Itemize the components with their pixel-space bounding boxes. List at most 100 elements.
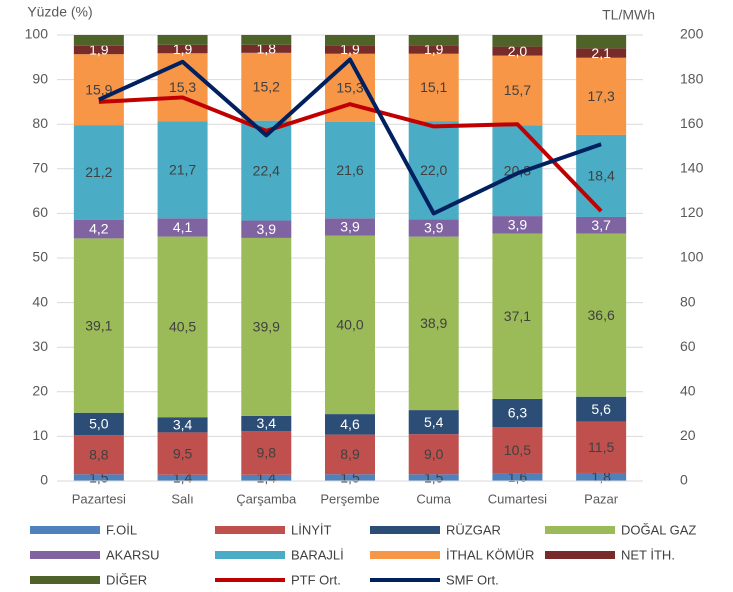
bar-segment — [73, 125, 124, 220]
bar-segment — [408, 35, 459, 46]
data-label: 15,3 — [169, 79, 196, 95]
legend-label: AKARSU — [106, 547, 159, 562]
data-label: 9,8 — [257, 445, 277, 461]
legend-swatch — [215, 526, 285, 534]
line-series — [98, 57, 602, 216]
bar-segment — [241, 237, 292, 416]
bar-segment — [73, 45, 124, 55]
bar-segment — [408, 474, 459, 481]
data-label: 17,3 — [588, 88, 615, 104]
y-tick-label: 20 — [32, 383, 48, 399]
y2-axis-title: TL/MWh — [602, 7, 655, 23]
y2-tick-label: 40 — [680, 383, 696, 399]
bar-segment — [73, 219, 124, 239]
x-tick-label: Pazartesi — [72, 491, 126, 506]
data-label: 3,9 — [424, 220, 444, 236]
data-label: 15,9 — [85, 81, 112, 97]
bar-segment — [73, 238, 124, 413]
data-label: 39,1 — [85, 317, 112, 333]
y-tick-label: 10 — [32, 427, 48, 443]
bar-segment — [325, 474, 375, 481]
bar-segment — [73, 435, 124, 475]
bar-segment — [157, 44, 208, 54]
data-label: 21,7 — [169, 162, 196, 178]
x-tick-label: Perşembe — [320, 491, 379, 506]
y2-tick-label: 120 — [680, 204, 704, 220]
data-label: 2,0 — [508, 43, 528, 59]
data-label: 2,1 — [591, 45, 611, 61]
data-label: 15,7 — [504, 82, 531, 98]
data-label: 3,4 — [257, 415, 277, 431]
y2-tick-label: 180 — [680, 70, 704, 86]
bar-segment — [492, 216, 543, 234]
bar-segment — [408, 219, 459, 237]
y-tick-label: 90 — [32, 70, 48, 86]
y2-tick-label: 160 — [680, 115, 704, 131]
legend-label: RÜZGAR — [446, 522, 501, 537]
legend-swatch — [545, 526, 615, 534]
x-tick-label: Cumartesi — [488, 491, 547, 506]
bar-segment — [492, 233, 543, 399]
bar-segment — [408, 410, 459, 435]
bar-segment — [325, 218, 375, 236]
bar-segment — [157, 121, 208, 219]
bar-segment — [408, 45, 459, 54]
data-label: 38,9 — [420, 315, 447, 331]
bar-segment — [408, 434, 459, 475]
legend-label: LİNYİT — [291, 522, 332, 537]
bar-segment — [576, 421, 627, 473]
bar-segment — [157, 432, 208, 475]
bar-segment — [157, 474, 208, 481]
legend-swatch — [545, 551, 615, 559]
data-label: 4,2 — [89, 221, 109, 237]
bar-segment — [73, 474, 124, 481]
bar-segment — [576, 35, 627, 49]
bar-segment — [576, 396, 627, 422]
y2-tick-label: 60 — [680, 338, 696, 354]
bar-segment — [492, 427, 543, 474]
data-label: 3,7 — [591, 217, 611, 233]
data-label: 3,9 — [508, 216, 528, 232]
legend-label: F.OİL — [106, 522, 137, 537]
legend-swatch — [30, 576, 100, 584]
legend-label: DOĞAL GAZ — [621, 522, 696, 537]
legend-label: BARAJLİ — [291, 547, 344, 562]
y-tick-label: 40 — [32, 293, 48, 309]
y-tick-label: 70 — [32, 160, 48, 176]
y2-tick-label: 140 — [680, 160, 704, 176]
bar-segment — [325, 414, 375, 435]
x-tick-label: Çarşamba — [236, 491, 297, 506]
bar-segment — [241, 220, 292, 238]
bar-segment — [241, 52, 292, 121]
y-tick-label: 50 — [32, 249, 48, 265]
bar-segment — [157, 53, 208, 122]
data-label: 40,5 — [169, 319, 196, 335]
y2-tick-label: 20 — [680, 427, 696, 443]
data-label: 9,5 — [173, 445, 193, 461]
bar-segment — [408, 121, 459, 220]
legend-swatch — [370, 526, 440, 534]
legend-swatch — [215, 551, 285, 559]
legend-swatch — [30, 551, 100, 559]
data-label: 3,4 — [173, 417, 193, 433]
bar-segment — [157, 236, 208, 418]
data-label: 6,3 — [508, 405, 528, 421]
legend-swatch — [30, 526, 100, 534]
bar-segment — [73, 35, 124, 46]
bar-segment — [241, 415, 292, 432]
data-label: 15,2 — [253, 78, 280, 94]
y-tick-label: 60 — [32, 204, 48, 220]
bar-segment — [241, 474, 292, 481]
y-tick-label: 0 — [40, 472, 48, 488]
data-label: 4,6 — [340, 416, 360, 432]
y2-tick-label: 0 — [680, 472, 688, 488]
x-tick-label: Cuma — [416, 491, 451, 506]
bar-segment — [157, 35, 208, 45]
bar-segment — [241, 35, 292, 45]
legend-label: NET İTH. — [621, 547, 675, 562]
bar-segment — [576, 57, 627, 135]
data-label: 39,9 — [253, 319, 280, 335]
bar-segment — [73, 412, 124, 436]
bar-segment — [576, 233, 627, 397]
data-label: 15,1 — [420, 79, 447, 95]
